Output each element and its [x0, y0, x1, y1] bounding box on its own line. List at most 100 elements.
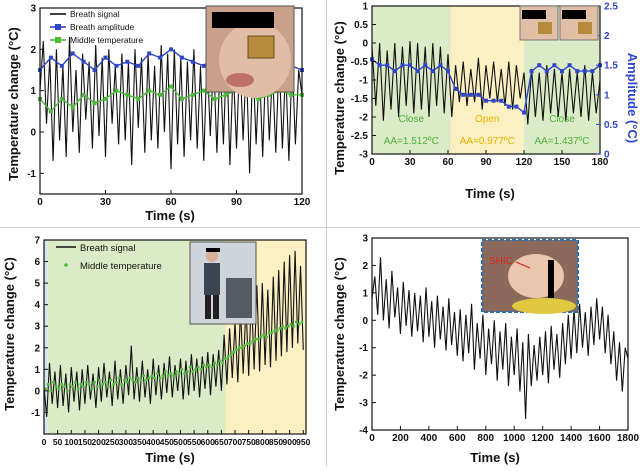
- x-tick-label: 500: [173, 437, 187, 447]
- data-point: [262, 333, 266, 337]
- y-tick-label: -1.5: [351, 94, 369, 105]
- x-tick-label: 400: [146, 437, 160, 447]
- data-point: [273, 329, 277, 333]
- data-point: [172, 374, 176, 378]
- y-axis-label: Temperature change (°C): [332, 21, 347, 175]
- right-y-tick-label: 0: [604, 150, 610, 161]
- x-tick-label: 950: [296, 437, 310, 447]
- data-point: [438, 63, 443, 68]
- data-point: [52, 380, 56, 384]
- y-tick-label: 1: [362, 2, 368, 13]
- data-point: [131, 378, 135, 382]
- data-point: [62, 385, 66, 389]
- data-point: [196, 365, 200, 369]
- data-point: [254, 337, 258, 341]
- data-point: [158, 92, 163, 97]
- data-point: [223, 357, 227, 361]
- legend: Breath signal Middle temperature: [56, 243, 162, 272]
- data-point: [123, 378, 127, 382]
- x-tick-label: 800: [255, 437, 269, 447]
- y-tick-label: -2.5: [351, 131, 369, 142]
- data-point: [136, 96, 141, 101]
- region-aa-label: AA=1.437ºC: [534, 136, 589, 147]
- data-point: [213, 361, 217, 365]
- x-tick-label: 150: [554, 157, 571, 168]
- data-point: [92, 380, 96, 384]
- x-tick-label: 200: [392, 433, 409, 444]
- data-point: [158, 55, 163, 60]
- data-point: [57, 387, 61, 391]
- x-tick-label: 900: [283, 437, 297, 447]
- data-point: [251, 339, 255, 343]
- x-tick-label: 300: [119, 437, 133, 447]
- legend: Breath signal Breath amplitude Middle te…: [50, 9, 144, 45]
- x-tick-label: 350: [132, 437, 146, 447]
- data-point: [415, 69, 420, 74]
- x-tick-label: 60: [442, 157, 454, 168]
- y-tick-label: 2: [362, 261, 368, 272]
- data-point: [210, 365, 214, 369]
- data-point: [201, 63, 206, 68]
- data-point: [259, 335, 263, 339]
- data-point: [101, 382, 105, 386]
- x-tick-label: 850: [269, 437, 283, 447]
- y-tick-label: -2: [359, 371, 368, 382]
- x-tick-label: 250: [105, 437, 119, 447]
- data-point: [567, 63, 572, 68]
- data-point: [81, 92, 86, 97]
- data-point: [221, 361, 225, 365]
- x-tick-label: 180: [592, 157, 609, 168]
- x-tick-label: 1400: [560, 433, 583, 444]
- data-point: [82, 385, 86, 389]
- face-photo-inset: [205, 5, 295, 98]
- x-tick-label: 600: [449, 433, 466, 444]
- data-point: [73, 380, 77, 384]
- x-tick-label: 0: [369, 157, 375, 168]
- chart-d-plot: 0 200 400 600 800 1000 1200 1400 1600 1800 -4 -3 -2 -…: [359, 234, 639, 445]
- chart-b-plot: Close AA=1.512ºC Open AA=0.977ºC Close AA=1.4…: [351, 2, 619, 169]
- data-point: [109, 378, 113, 382]
- horizontal-divider: [0, 227, 640, 228]
- data-point: [112, 382, 116, 386]
- x-tick-label: 550: [187, 437, 201, 447]
- region-label: Close: [398, 114, 424, 125]
- data-point: [95, 385, 99, 389]
- y-tick-label: -4: [359, 426, 368, 437]
- x-tick-label: 0: [369, 433, 375, 444]
- data-point: [292, 324, 296, 328]
- data-point: [385, 63, 390, 68]
- data-point: [49, 389, 53, 393]
- data-point: [174, 369, 178, 373]
- x-tick-label: 0: [37, 197, 43, 208]
- data-point: [144, 378, 148, 382]
- data-point: [125, 380, 129, 384]
- data-point: [248, 341, 252, 345]
- region-aa-label: AA=1.512ºC: [384, 136, 439, 147]
- data-point: [179, 96, 184, 101]
- data-point: [166, 374, 170, 378]
- y-tick-label: 1: [34, 365, 40, 376]
- data-point: [461, 92, 466, 97]
- data-point: [446, 69, 450, 74]
- data-point: [190, 59, 195, 64]
- y-tick-label: 3: [34, 322, 40, 333]
- shaded-region: [44, 240, 48, 434]
- right-y-tick-label: 0.5: [604, 120, 618, 131]
- data-point: [46, 382, 50, 386]
- x-tick-label: 800: [477, 433, 494, 444]
- data-point: [522, 110, 526, 115]
- data-point: [169, 372, 173, 376]
- data-point: [499, 98, 504, 103]
- data-point: [582, 69, 587, 74]
- data-point: [177, 372, 181, 376]
- data-point: [215, 363, 219, 367]
- data-point: [212, 96, 217, 101]
- data-point: [161, 374, 165, 378]
- data-point: [179, 55, 184, 60]
- data-point: [240, 346, 244, 350]
- plot-frame: [43, 239, 307, 435]
- chart-b-svg: Temperature change (°C) Amplitude (°C) T…: [332, 2, 640, 202]
- x-tick-label: 1800: [617, 433, 640, 444]
- y-axis-label: Temperature change (°C): [332, 257, 347, 411]
- data-point: [163, 369, 167, 373]
